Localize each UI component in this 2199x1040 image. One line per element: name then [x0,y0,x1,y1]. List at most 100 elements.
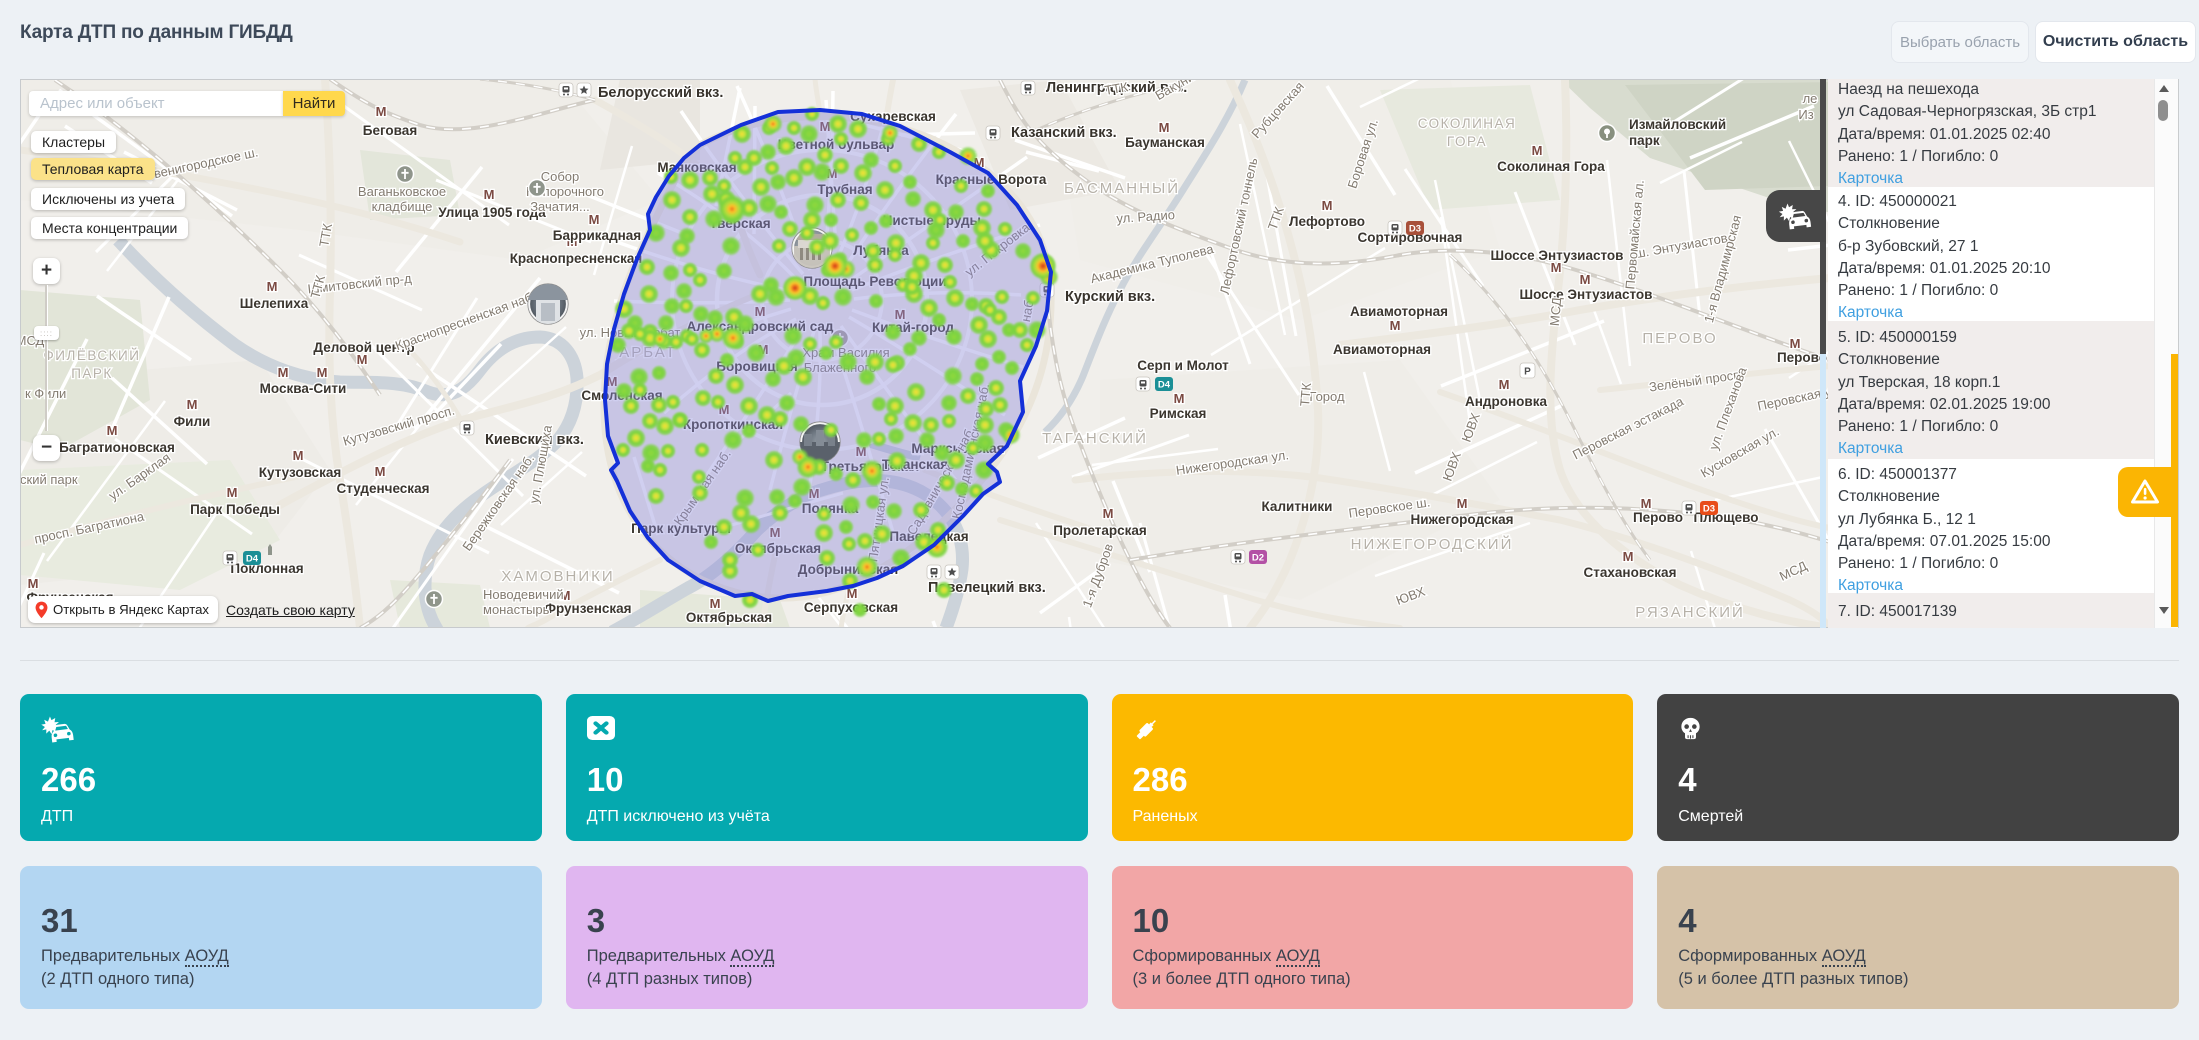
svg-text:СОКОЛИНАЯ: СОКОЛИНАЯ [1418,116,1517,131]
svg-text:ГОРА: ГОРА [1447,134,1487,149]
svg-text:ФИЛЁВСКИЙ: ФИЛЁВСКИЙ [44,348,141,363]
svg-text:Парк Победы: Парк Победы [190,502,280,517]
svg-text:D4: D4 [1158,380,1171,391]
svg-text:М: М [1790,336,1801,351]
svg-text:М: М [1174,391,1185,406]
svg-text:Деловой центр: Деловой центр [313,340,414,355]
svg-text:М: М [1390,318,1401,333]
svg-text:М: М [1580,272,1591,287]
svg-text:Сортировочная: Сортировочная [1358,230,1463,245]
svg-text:Ленинградский вкз.: Ленинградский вкз. [1046,80,1187,96]
svg-text:М: М [376,104,387,119]
svg-text:Парк культуры: Парк культуры [631,521,731,536]
svg-text:М: М [560,588,571,603]
svg-text:ТАГАНСКИЙ: ТАГАНСКИЙ [1042,429,1148,447]
svg-text:М: М [1103,506,1114,521]
svg-text:РЯЗАНСКИЙ: РЯЗАНСКИЙ [1635,603,1745,621]
svg-text:Перово: Перово [1633,510,1683,525]
svg-text:Краснопресненская: Краснопресненская [510,251,643,266]
svg-text:Курский вкз.: Курский вкз. [1065,289,1155,305]
svg-text:М: М [293,448,304,463]
svg-text:Шоссе Энтузиастов: Шоссе Энтузиастов [1491,248,1624,263]
svg-text:М: М [1532,143,1543,158]
svg-text:Авиамоторная: Авиамоторная [1333,342,1431,357]
svg-text:ПАРК: ПАРК [71,366,113,381]
svg-text:Багратионовская: Багратионовская [59,440,175,455]
svg-text:ТТК: ТТК [1103,79,1129,98]
svg-text:Измайловский: Измайловский [1629,117,1726,132]
svg-text:Улица 1905 года: Улица 1905 года [438,205,546,220]
svg-text:Киевский вкз.: Киевский вкз. [485,432,584,448]
svg-text:М: М [1499,377,1510,392]
svg-text:D2: D2 [1252,553,1264,564]
svg-text:М: М [607,374,618,389]
svg-text:Белорусский вкз.: Белорусский вкз. [598,85,723,101]
svg-text:парк: парк [1629,133,1660,148]
svg-text:Собор: Собор [541,169,580,184]
svg-text:М: М [278,365,289,380]
svg-text:Казанский вкз.: Казанский вкз. [1011,125,1117,141]
svg-text:БАСМАННЫЙ: БАСМАННЫЙ [1064,179,1180,197]
svg-text:Пролетарская: Пролетарская [1053,523,1147,538]
svg-text:монастырь: монастырь [483,602,550,617]
svg-text:Стахановская: Стахановская [1584,565,1677,580]
svg-text:МСД: МСД [1547,296,1564,326]
svg-text:ПЕРОВО: ПЕРОВО [1642,330,1717,347]
svg-text:Лефортово: Лефортово [1289,214,1365,229]
svg-text:М: М [1623,549,1634,564]
svg-text:Серп и Молот: Серп и Молот [1137,358,1229,373]
svg-text:М: М [755,304,766,319]
svg-text:Поклонная: Поклонная [230,561,303,576]
svg-text:Беговая: Беговая [363,123,417,138]
svg-text:Нижегородская: Нижегородская [1411,512,1514,527]
svg-text:ский парк: ский парк [20,472,78,487]
svg-text:М: М [227,485,238,500]
svg-text:Р: Р [1524,367,1531,378]
svg-text:Баррикадная: Баррикадная [553,228,641,243]
svg-text:НИЖЕГОРОДСКИЙ: НИЖЕГОРОДСКИЙ [1351,535,1514,553]
svg-text:ТТК: ТТК [1297,382,1314,407]
svg-text:Из: Из [1798,107,1813,122]
svg-text:М: М [28,576,39,591]
svg-text:М: М [317,365,328,380]
svg-text:М: М [589,212,600,227]
svg-text:D3: D3 [1409,224,1421,235]
svg-text:Фрунзенская: Фрунзенская [544,601,631,616]
svg-text:М: М [357,352,368,367]
svg-text:Андроновка: Андроновка [1465,394,1547,409]
svg-text:Бауманская: Бауманская [1125,135,1205,150]
svg-text:М: М [1322,198,1333,213]
svg-text:Студенческая: Студенческая [337,481,430,496]
svg-text:Соколиная Гора: Соколиная Гора [1497,159,1605,174]
svg-text:Павелецкий вкз.: Павелецкий вкз. [928,580,1046,596]
svg-text:Трубная: Трубная [817,182,872,197]
svg-text:Шоссе Энтузиастов: Шоссе Энтузиастов [1520,287,1653,302]
svg-text:М: М [770,525,781,540]
svg-text:Авиамоторная: Авиамоторная [1350,304,1448,319]
svg-text:М: М [107,423,118,438]
svg-text:D4: D4 [246,554,259,565]
svg-text:М: М [484,187,495,202]
svg-text:Москва-Сити: Москва-Сити [260,381,347,396]
svg-text:D3: D3 [1703,504,1715,515]
svg-text:М: М [1551,260,1562,275]
svg-text:кладбище: кладбище [372,199,433,214]
svg-text:Зачатия...: Зачатия... [530,199,590,214]
svg-text:Город: Город [1309,389,1345,404]
svg-text:Римская: Римская [1150,406,1207,421]
svg-text:М: М [267,279,278,294]
svg-text:М: М [895,307,906,322]
svg-text:ТТК: ТТК [316,222,335,248]
svg-text:М: М [375,464,386,479]
svg-text:М: М [567,234,578,249]
svg-text:Фили: Фили [174,414,211,429]
svg-text:ХАМОВНИКИ: ХАМОВНИКИ [501,568,614,585]
svg-text:М: М [1457,496,1468,511]
svg-text:Кутузовская: Кутузовская [259,465,341,480]
svg-text:М: М [1159,120,1170,135]
svg-text:ле: ле [1803,91,1818,106]
svg-text:Шелепиха: Шелепиха [240,296,309,311]
svg-text:Сухаревская: Сухаревская [850,109,936,124]
svg-text:М: М [187,397,198,412]
svg-text:М: М [1641,496,1652,511]
